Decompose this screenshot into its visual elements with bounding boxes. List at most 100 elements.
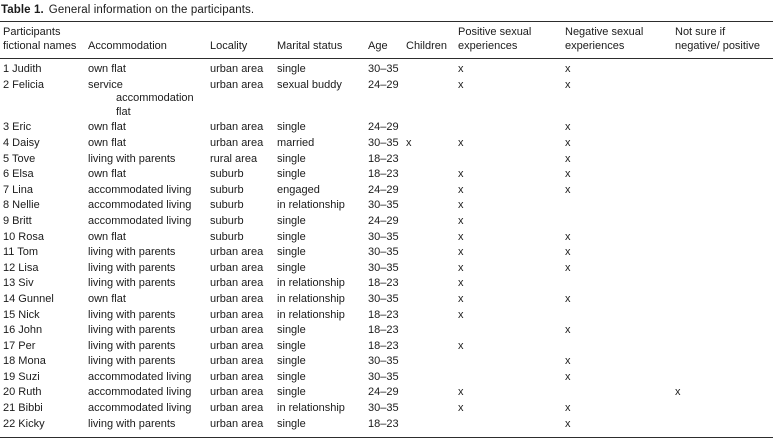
- cell-negative: x: [565, 355, 571, 368]
- cell-notsure: [675, 276, 773, 292]
- cell-marital: engaged: [277, 183, 320, 196]
- cell-locality: suburb: [210, 199, 244, 212]
- cell-age: 30–35: [368, 370, 399, 383]
- cell-marital: in relationship: [277, 292, 345, 305]
- cell-name: 21 Bibbi: [3, 402, 43, 415]
- cell-locality: urban area: [210, 246, 264, 259]
- cell-marital: single: [277, 230, 306, 243]
- cell-locality: suburb: [210, 214, 244, 227]
- cell-accommodation: own flat: [88, 168, 126, 181]
- cell-locality: urban area: [210, 63, 264, 75]
- cell-notsure: [675, 417, 773, 438]
- cell-marital: in relationship: [277, 199, 345, 212]
- cell-locality: urban area: [210, 402, 264, 415]
- cell-name: 16 John: [3, 324, 43, 337]
- cell-negative: x: [565, 136, 571, 149]
- cell-notsure: [675, 323, 773, 339]
- cell-accommodation: living with parents: [88, 339, 176, 352]
- cell-notsure: [675, 245, 773, 261]
- cell-marital: single: [277, 386, 306, 399]
- participants-table: Participants fictional names Accommodation…: [0, 21, 773, 438]
- cell-marital: in relationship: [277, 308, 345, 321]
- table-row: 19 Suzi accommodated living urban area sing…: [0, 370, 773, 386]
- cell-children: [406, 230, 458, 246]
- cell-positive: [458, 370, 565, 386]
- cell-notsure: [675, 354, 773, 370]
- cell-accommodation: living with parents: [88, 417, 176, 430]
- cell-name: 1 Judith: [3, 63, 42, 75]
- cell-marital: single: [277, 339, 306, 352]
- cell-negative: x: [565, 230, 571, 243]
- cell-locality: suburb: [210, 168, 244, 181]
- table-row: 18 Mona living with parents urban area sing…: [0, 354, 773, 370]
- cell-notsure: [675, 78, 773, 121]
- cell-positive: x: [458, 402, 464, 415]
- cell-accommodation: living with parents: [88, 152, 176, 165]
- cell-age: 30–35: [368, 261, 399, 274]
- cell-locality: rural area: [210, 152, 258, 165]
- cell-marital: single: [277, 152, 306, 165]
- cell-notsure: [675, 339, 773, 355]
- cell-negative: [565, 308, 675, 324]
- table-row: 16 John living with parents urban area sing…: [0, 323, 773, 339]
- cell-negative: x: [565, 417, 571, 430]
- cell-children: [406, 276, 458, 292]
- column-header-age: Age: [368, 21, 406, 59]
- cell-accommodation: living with parents: [88, 324, 176, 337]
- cell-age: 24–29: [368, 121, 399, 134]
- cell-notsure: [675, 183, 773, 199]
- column-header-negative: Negative sexual experiences: [565, 21, 675, 59]
- cell-children: [406, 323, 458, 339]
- cell-positive: x: [458, 386, 464, 399]
- cell-children: [406, 167, 458, 183]
- cell-negative: x: [565, 152, 571, 165]
- cell-accommodation: own flat: [88, 63, 126, 75]
- cell-name: 5 Tove: [3, 152, 36, 165]
- cell-age: 24–29: [368, 214, 399, 227]
- cell-children: [406, 59, 458, 78]
- cell-age: 30–35: [368, 136, 399, 149]
- cell-name: 14 Gunnel: [3, 292, 54, 305]
- cell-age: 24–29: [368, 386, 399, 399]
- cell-children: [406, 308, 458, 324]
- cell-name: 19 Suzi: [3, 370, 40, 383]
- cell-positive: [458, 354, 565, 370]
- cell-positive: x: [458, 183, 464, 196]
- cell-name: 22 Kicky: [3, 417, 45, 430]
- table-header: Participants fictional names Accommodation…: [0, 21, 773, 59]
- cell-notsure: [675, 230, 773, 246]
- cell-children: [406, 401, 458, 417]
- cell-marital: sexual buddy: [277, 78, 342, 91]
- table-row: 14 Gunnel own flat urban area in relationsh…: [0, 292, 773, 308]
- table-body: 1 Judith own flat urban area single 30–35 x x 2…: [0, 59, 773, 438]
- cell-accommodation: accommodated living: [88, 370, 192, 383]
- table-row: 3 Eric own flat urban area single 24–29 x: [0, 120, 773, 136]
- cell-age: 30–35: [368, 355, 399, 368]
- cell-age: 18–23: [368, 152, 399, 165]
- table-row: 12 Lisa living with parents urban area sing…: [0, 261, 773, 277]
- cell-name: 13 Siv: [3, 277, 34, 290]
- cell-name: 7 Lina: [3, 183, 33, 196]
- cell-locality: urban area: [210, 136, 264, 149]
- cell-notsure: [675, 214, 773, 230]
- cell-children: [406, 183, 458, 199]
- table-row: 17 Per living with parents urban area singl…: [0, 339, 773, 355]
- cell-accommodation: own flat: [88, 230, 126, 243]
- cell-children: [406, 120, 458, 136]
- cell-marital: single: [277, 121, 306, 134]
- cell-notsure: [675, 401, 773, 417]
- cell-negative: x: [565, 261, 571, 274]
- column-header-notsure: Not sure if negative/ positive: [675, 21, 773, 59]
- cell-name: 17 Per: [3, 339, 36, 352]
- cell-positive: x: [458, 339, 464, 352]
- cell-age: 30–35: [368, 199, 399, 212]
- table-row: 5 Tove living with parents rural area singl…: [0, 152, 773, 168]
- cell-negative: x: [565, 324, 571, 337]
- cell-negative: x: [565, 370, 571, 383]
- cell-age: 18–23: [368, 308, 399, 321]
- cell-age: 18–23: [368, 324, 399, 337]
- cell-negative: x: [565, 63, 571, 75]
- cell-accommodation: accommodated living: [88, 199, 192, 212]
- cell-accommodation: living with parents: [88, 308, 176, 321]
